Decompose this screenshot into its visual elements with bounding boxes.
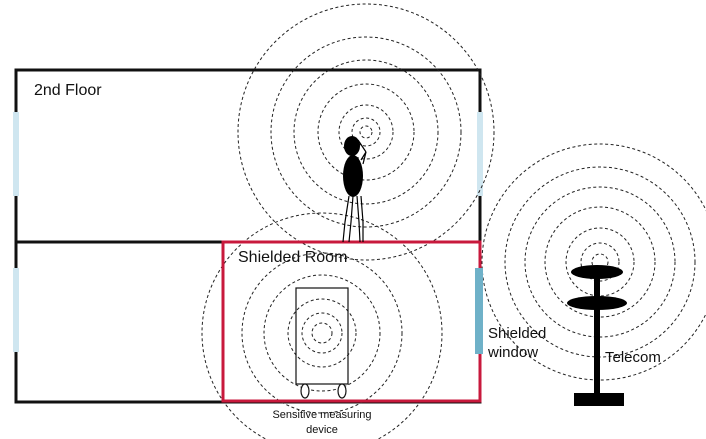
telecom-label: Telecom [605,349,661,366]
shielded-window [475,268,483,354]
person-with-phone-icon [342,136,367,243]
telecom-tower-icon [567,265,627,406]
device-signal-rings [201,212,443,439]
floor-label: 2nd Floor [34,82,102,99]
window-lower-left [13,268,19,352]
building-outline [14,68,482,404]
shielded-window-label-line2: window [487,344,538,361]
window-upper-right [477,112,483,196]
shielded-room-label: Shielded Room [238,249,347,266]
device-label-line2: device [306,424,338,436]
person-signal-rings [237,3,495,261]
windows [13,112,483,352]
device-label-line1: Sensitive measuring [272,409,371,421]
building [14,68,482,404]
measuring-device-icon [295,287,349,399]
shielded-window-label-line1: Shielded [488,325,546,342]
window-upper-left [13,112,19,196]
